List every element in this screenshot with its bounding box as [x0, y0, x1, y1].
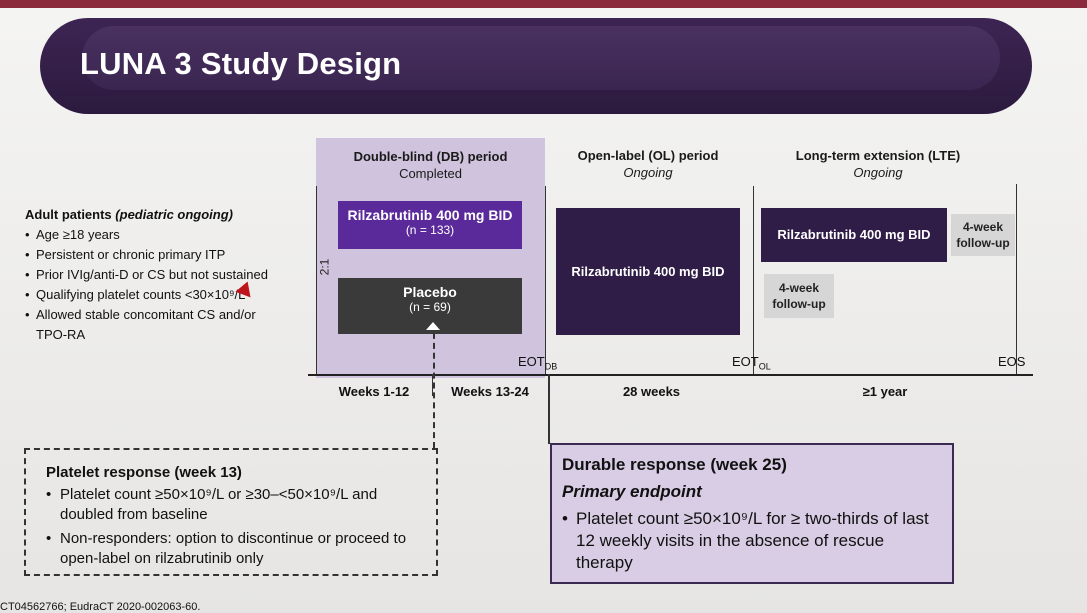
placebo-connector [433, 323, 435, 448]
randomization-ratio: 2:1 [317, 258, 332, 276]
ol-followup-box: 4-week follow-up [764, 274, 834, 318]
rilzabrutinib-lte-label: Rilzabrutinib 400 mg BID [777, 227, 931, 242]
platelet-response-item: Platelet count ≥50×10⁹/L or ≥30–<50×10⁹/… [46, 485, 426, 525]
weeks-28: 28 weeks [622, 384, 681, 399]
slide-title: LUNA 3 Study Design [80, 46, 402, 81]
platelet-response-heading: Platelet response (week 13) [46, 464, 242, 481]
rilzabrutinib-ol-arm: Rilzabrutinib 400 mg BID [556, 208, 740, 335]
durable-response-box: Durable response (week 25) Primary endpo… [550, 443, 954, 584]
eot-db-sub: DB [544, 361, 558, 372]
eot-ol-sub: OL [758, 361, 771, 372]
patient-criteria: Adult patients (pediatric ongoing) Age ≥… [25, 205, 276, 345]
durable-response-item: Platelet count ≥50×10⁹/L for ≥ two-third… [562, 508, 942, 574]
patient-heading-italic: (pediatric ongoing) [115, 207, 234, 222]
eot-ol-label: EOTOL [732, 354, 771, 372]
db-period-title: Double-blind (DB) period [353, 149, 508, 164]
eot-db-drop-line [548, 374, 550, 444]
criteria-item: Prior IVIg/anti-D or CS but not sustaine… [25, 265, 276, 285]
primary-endpoint-label: Primary endpoint [562, 482, 702, 501]
patient-criteria-heading: Adult patients (pediatric ongoing) [25, 205, 276, 225]
patient-heading-text: Adult patients [25, 207, 112, 222]
criteria-item: Qualifying platelet counts <30×10⁹/L [25, 285, 276, 305]
weeks-1-year: ≥1 year [862, 384, 908, 399]
placebo-label: Placebo [403, 284, 457, 300]
lte-period-title: Long-term extension (LTE) [795, 148, 961, 163]
eot-ol-text: EOT [732, 354, 759, 369]
criteria-item: Age ≥18 years [25, 225, 276, 245]
ol-period-status: Ongoing [623, 165, 673, 180]
slide: LUNA 3 Study Design Double-blind (DB) pe… [0, 8, 1087, 613]
lte-period-status: Ongoing [853, 165, 903, 180]
eot-db-text: EOT [518, 354, 545, 369]
title-bar [40, 18, 1032, 114]
criteria-item: Persistent or chronic primary ITP [25, 245, 276, 265]
eos-line [1016, 184, 1017, 376]
db-start-line [316, 186, 317, 376]
db-period-status: Completed [399, 166, 462, 181]
weeks-13-24: Weeks 13-24 [451, 384, 529, 399]
eot-ol-line [753, 186, 754, 376]
footer-reference: CT04562766; EudraCT 2020-002063-60. [0, 601, 201, 613]
placebo-n: (n = 69) [409, 300, 451, 314]
eot-db-line [545, 186, 546, 376]
rilzabrutinib-db-n: (n = 133) [405, 223, 455, 237]
lte-period-header: Long-term extension (LTE) Ongoing [758, 147, 998, 181]
title-bar-inner [82, 26, 1000, 90]
platelet-response-box: Platelet response (week 13) Platelet cou… [24, 448, 438, 576]
placebo-arm: Placebo (n = 69) [338, 278, 522, 334]
week-12-tick [432, 374, 433, 396]
eos-label: EOS [998, 354, 1026, 369]
lte-followup-box: 4-week follow-up [951, 214, 1015, 256]
lte-followup-label: 4-week follow-up [956, 220, 1010, 250]
weeks-1-12: Weeks 1-12 [338, 384, 410, 399]
rilzabrutinib-db-arm: Rilzabrutinib 400 mg BID (n = 133) [338, 201, 522, 249]
platelet-response-item: Non-responders: option to discontinue or… [46, 529, 426, 569]
ol-followup-label: 4-week follow-up [772, 281, 826, 311]
ol-period-header: Open-label (OL) period Ongoing [548, 147, 748, 181]
db-period-background [316, 138, 545, 378]
connector-arrow [426, 322, 440, 330]
eot-db-label: EOTDB [518, 354, 557, 372]
db-period-header: Double-blind (DB) period Completed [316, 148, 545, 182]
rilzabrutinib-ol-label: Rilzabrutinib 400 mg BID [571, 264, 725, 279]
timeline-axis [308, 374, 1033, 376]
criteria-item: Allowed stable concomitant CS and/or TPO… [25, 305, 276, 345]
rilzabrutinib-lte-arm: Rilzabrutinib 400 mg BID [761, 208, 947, 262]
rilzabrutinib-db-label: Rilzabrutinib 400 mg BID [347, 207, 513, 223]
durable-response-heading: Durable response (week 25) [562, 455, 787, 474]
ol-period-title: Open-label (OL) period [577, 148, 719, 163]
